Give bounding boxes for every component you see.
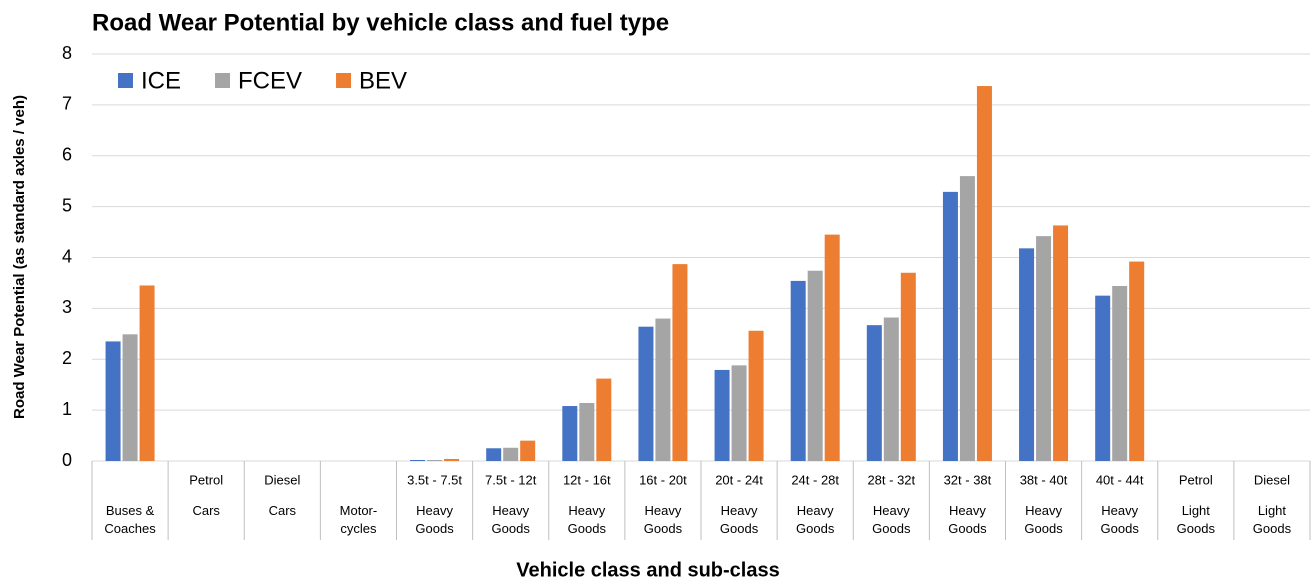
x-tick-label: 28t - 32t [867,472,915,487]
bar [410,459,426,461]
x-group-label: Heavy Goods [720,503,759,536]
bar [1053,225,1069,461]
x-tick-label: 16t - 20t [639,472,687,487]
x-group-label: Heavy Goods [644,503,683,536]
bar [900,272,916,461]
y-tick-label: 1 [62,399,72,419]
y-tick-label: 0 [62,450,72,470]
x-group-label: Heavy Goods [796,503,835,536]
bar [731,365,747,461]
x-group-label: Light Goods [1253,503,1292,536]
bar [883,317,899,461]
x-tick-label: Petrol [189,472,223,487]
y-tick-label: 5 [62,195,72,215]
x-group-label: Heavy Goods [872,503,911,536]
x-group-label: Cars [192,503,220,518]
legend-label: FCEV [238,67,302,94]
bar [579,403,595,461]
legend-label: BEV [359,67,407,94]
bar [596,378,612,461]
bar [748,330,764,461]
x-tick-label: 3.5t - 7.5t [407,472,462,487]
x-group-label: Heavy Goods [1101,503,1140,536]
bar [122,334,138,461]
bar [1019,248,1035,461]
y-tick-label: 7 [62,94,72,114]
x-group-label: Cars [269,503,297,518]
x-tick-label: 20t - 24t [715,472,763,487]
bar [655,318,671,461]
legend-swatch [118,73,133,88]
y-tick-label: 6 [62,145,72,165]
bar [520,440,536,461]
bar [714,369,730,461]
x-tick-label: 24t - 28t [791,472,839,487]
legend-swatch [215,73,231,88]
bar [1112,285,1128,461]
bar [672,264,688,461]
y-tick-label: 2 [62,348,72,368]
bar [562,406,578,461]
x-tick-label: Diesel [1254,472,1290,487]
x-tick-label: 7.5t - 12t [485,472,537,487]
x-group-label: Heavy Goods [492,503,531,536]
x-group-label: Light Goods [1177,503,1216,536]
bar [1095,295,1111,461]
x-tick-label: 40t - 44t [1096,472,1144,487]
x-group-label: Heavy Goods [948,503,987,536]
bar [444,458,460,461]
x-group-label: Heavy Goods [568,503,607,536]
bar [427,459,443,461]
bar [139,285,155,461]
bar [1129,261,1145,461]
bar [503,447,519,461]
bar [976,86,992,462]
bar [105,341,121,461]
x-group-label: Heavy Goods [1024,503,1063,536]
x-group-label: Heavy Goods [415,503,454,536]
x-group-label: Buses & Coaches [104,503,156,536]
bar [942,191,958,461]
x-tick-label: 38t - 40t [1020,472,1068,487]
bar [866,325,882,461]
bar [824,234,840,461]
y-tick-label: 4 [62,246,72,266]
bar [1036,236,1052,461]
x-group-label: Motor-cycles [340,503,378,536]
y-axis-label: Road Wear Potential (as standard axles /… [11,95,28,419]
bar [790,280,806,461]
bar [807,270,823,461]
x-tick-label: Diesel [264,472,300,487]
x-tick-label: 12t - 16t [563,472,611,487]
legend-label: ICE [141,67,181,94]
y-tick-label: 3 [62,297,72,317]
bar [638,326,654,461]
x-tick-label: 32t - 38t [944,472,992,487]
chart-title: Road Wear Potential by vehicle class and… [92,9,669,36]
bar [959,176,975,461]
legend-swatch [336,73,352,88]
x-axis-label: Vehicle class and sub-class [516,559,779,581]
x-tick-label: Petrol [1179,472,1213,487]
y-tick-label: 8 [62,43,72,63]
bar [486,448,502,461]
